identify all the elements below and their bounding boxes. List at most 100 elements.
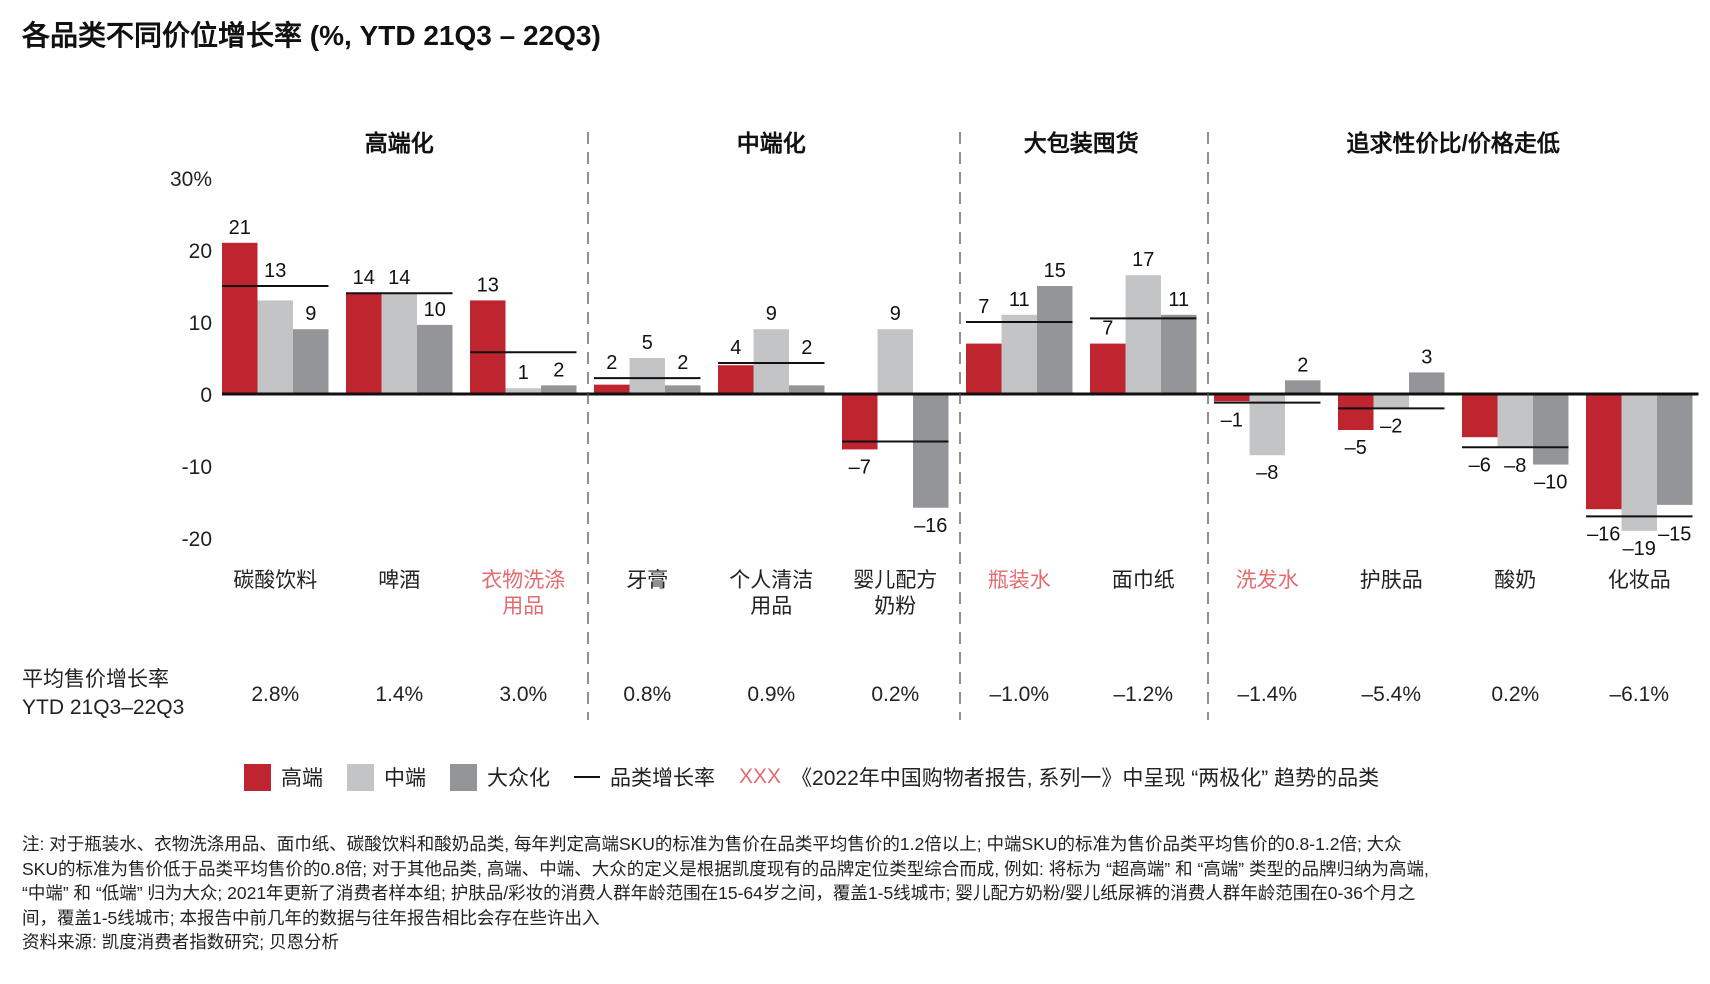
bar-mass [1285,380,1321,394]
legend-swatch-mid [347,763,374,791]
note-line: 注: 对于瓶装水、衣物洗涤用品、面巾纸、碳酸饮料和酸奶品类, 每年判定高端SKU… [22,834,1402,854]
category-label: 个人清洁 [729,569,813,592]
bar-mass [665,385,701,394]
data-label: –16 [1587,523,1620,545]
data-label: 14 [353,267,375,289]
y-tick-label: -10 [182,456,212,479]
avg-price-growth-label-line2: YTD 21Q3–22Q3 [22,696,185,719]
category-label: 牙膏 [626,569,668,592]
data-label: 2 [1297,354,1308,376]
data-label: 9 [890,303,901,325]
avg-price-growth-value: 1.4% [375,683,423,706]
data-label: 2 [677,352,688,374]
category-label: 用品 [502,595,544,618]
bar-high [1090,343,1126,394]
category-label: 洗发水 [1236,569,1299,592]
y-tick-label: 0 [200,384,212,407]
bar-high [842,394,878,450]
bar-mass [1657,394,1693,505]
legend-item-mass: 大众化 [450,762,550,792]
category-label: 奶粉 [874,595,916,618]
category-label: 碳酸饮料 [233,569,317,592]
avg-price-growth-value: –6.1% [1609,683,1669,706]
legend-item-polarized: XXX 《2022年中国购物者报告, 系列一》中呈现 “两极化” 趋势的品类 [739,762,1379,792]
bar-high [1462,394,1498,438]
bar-mid [505,388,541,394]
bar-high [470,300,506,394]
bar-high [1586,394,1622,510]
data-label: –10 [1534,472,1567,494]
bar-mid [629,358,665,394]
bar-mass [789,385,825,394]
bar-high [1214,394,1250,402]
data-label: 10 [424,299,446,321]
legend-label-high: 高端 [281,767,323,790]
data-label: –5 [1345,437,1367,459]
data-label: –8 [1504,455,1526,477]
bar-mass [541,385,577,394]
avg-price-growth-value: –1.2% [1113,683,1173,706]
legend-swatch-high [244,763,271,791]
bar-mid [1373,394,1409,409]
category-label: 衣物洗涤 [481,569,565,592]
bar-mid [877,329,913,394]
avg-price-growth-value: 3.0% [499,683,547,706]
data-label: –6 [1469,454,1491,476]
y-tick-label: 10 [189,312,212,335]
category-label: 护肤品 [1360,569,1423,592]
data-label: 9 [305,303,316,325]
bar-high [594,384,630,394]
y-tick-label: 30% [170,168,212,191]
data-label: 11 [1009,289,1030,311]
bar-mid [257,300,293,394]
category-label: 瓶装水 [988,569,1051,592]
legend-highlight-text: 《2022年中国购物者报告, 系列一》中呈现 “两极化” 趋势的品类 [791,767,1380,790]
bar-high [1338,394,1374,430]
group-header: 中端化 [737,130,806,156]
bar-mass [1409,372,1445,394]
avg-price-growth-value: 0.2% [1491,683,1539,706]
legend-line-icon [574,776,600,778]
y-tick-label: 20 [189,240,212,263]
avg-price-growth-value: 2.8% [251,683,299,706]
data-label: 1 [518,362,529,384]
group-header: 高端化 [365,130,434,156]
note-line: “中端” 和 “低端” 归为大众; 2021年更新了消费者样本组; 护肤品/彩妆… [22,883,1416,903]
bar-mass [293,329,329,394]
category-label: 用品 [750,595,792,618]
category-label: 面巾纸 [1112,569,1175,592]
legend-label-category-growth: 品类增长率 [610,767,715,790]
group-header: 大包装囤货 [1024,130,1139,156]
bar-mid [381,293,417,394]
legend-swatch-mass [450,763,477,791]
data-label: 15 [1044,260,1066,282]
legend-item-mid: 中端 [347,762,426,792]
data-label: 13 [477,274,499,296]
data-label: –16 [914,515,947,537]
avg-price-growth-value: 0.9% [747,683,795,706]
note-line: 间，覆盖1-5线城市; 本报告中前几年的数据与往年报告相比会存在些许出入 [22,907,600,928]
data-label: 4 [730,337,741,359]
legend-highlight-marker: XXX [739,765,782,788]
data-label: 21 [229,217,251,239]
data-label: 2 [606,352,617,374]
category-label: 化妆品 [1608,569,1671,592]
data-label: 5 [642,332,653,354]
bar-high [346,293,382,394]
data-label: 3 [1421,346,1432,368]
avg-price-growth-value: 0.2% [871,683,919,706]
avg-price-growth-value: –1.4% [1237,683,1297,706]
data-label: –19 [1623,538,1656,560]
data-label: –7 [849,456,871,478]
data-label: 17 [1132,249,1154,271]
category-label: 酸奶 [1494,569,1536,592]
legend-item-category-growth: 品类增长率 [574,762,715,792]
bar-mass [417,324,453,394]
group-header: 追求性价比/价格走低 [1347,130,1560,156]
data-label: 7 [1102,318,1113,340]
footnotes: 注: 对于瓶装水、衣物洗涤用品、面巾纸、碳酸饮料和酸奶品类, 每年判定高端SKU… [22,832,1682,955]
data-label: 2 [801,337,812,359]
data-label: –15 [1658,523,1691,545]
bar-mass [1161,314,1197,394]
